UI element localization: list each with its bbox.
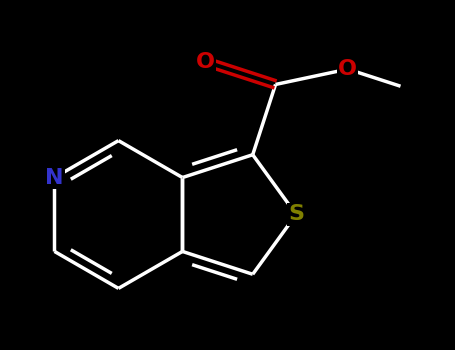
Text: O: O (196, 52, 215, 72)
Text: O: O (339, 59, 357, 79)
Text: S: S (288, 204, 304, 224)
Text: N: N (45, 168, 64, 188)
